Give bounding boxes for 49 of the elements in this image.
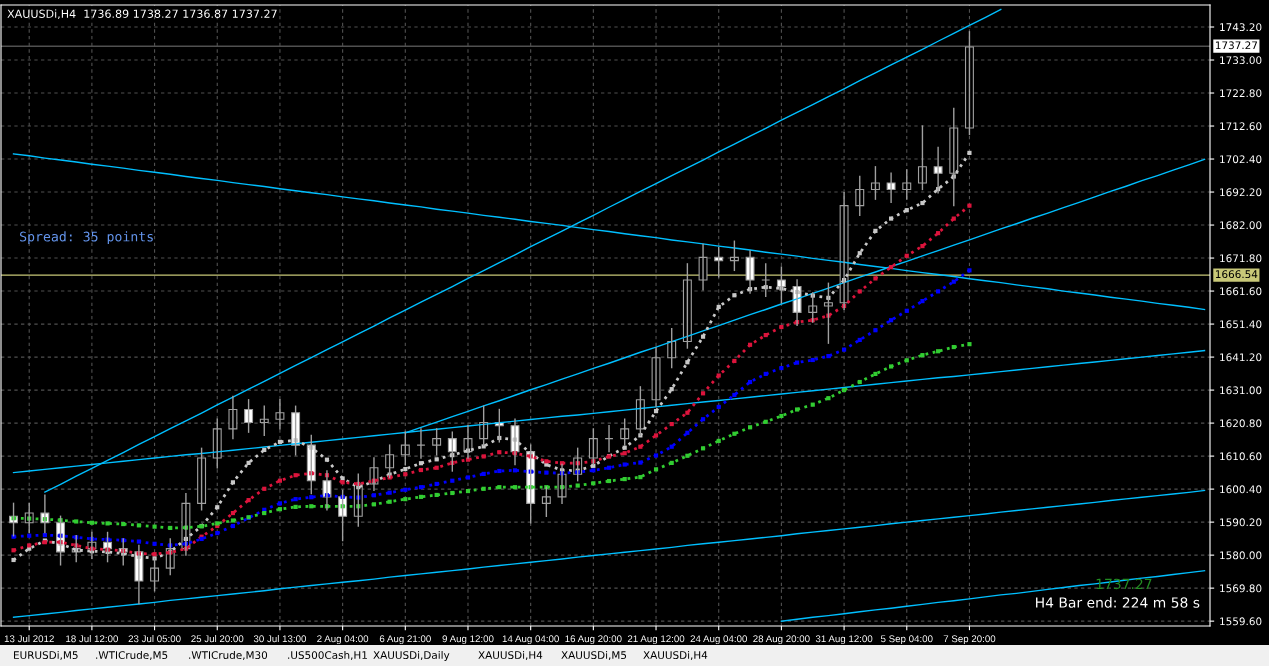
x-tick-label: 6 Aug 21:00 [379,635,431,645]
y-tick-label: 1661.60 [1220,287,1262,296]
y-tick-label: 1641.20 [1220,353,1262,362]
x-tick-label: 30 Jul 13:00 [253,635,307,643]
y-tick-label: 1733.00 [1220,56,1262,65]
text: XAUUSDi,M5 [561,650,627,661]
ref-line-label: 1737.27 [1215,41,1258,50]
x-tick-label: 23 Jul 05:00 [128,635,181,643]
annotation: Spread: 35 points [20,231,153,245]
annotation: 1737.27 [1096,578,1152,590]
x-tick-label: 5 Sep 04:00 [880,635,933,645]
y-tick-label: 1743.20 [1220,23,1262,32]
y-tick-label: 1620.80 [1220,419,1262,428]
x-tick-label: 9 Aug 12:00 [442,635,494,645]
text: .WTICrude,M30 [189,650,268,661]
y-tick-label: 1651.40 [1220,320,1262,329]
x-tick-label: 24 Aug 04:00 [690,635,747,645]
x-tick-label: 7 Sep 20:00 [943,635,996,645]
chart-title: XAUUSDi,H4 1736.89 1738.27 1736.87 1737.27 [7,9,277,20]
ref-line-label: 1666.54 [1215,270,1258,279]
text: EURUSDi,M5 [14,650,78,661]
y-tick-label: 1580.00 [1220,551,1262,560]
text: XAUUSDi,H4 [643,650,708,661]
y-tick-label: 1682.00 [1220,221,1262,230]
x-tick-label: 18 Jul 12:00 [66,635,118,643]
y-tick-label: 1569.80 [1220,584,1262,593]
y-tick-label: 1559.60 [1220,617,1262,626]
x-tick-label: 16 Aug 20:00 [565,635,622,645]
text: .US500Cash,H1 [288,650,367,661]
text: XAUUSDi,H4 [478,650,543,661]
x-tick-label: 13 Jul 2012 [4,635,54,643]
annotation: H4 Bar end: 224 m 58 s [1036,597,1200,608]
y-tick-label: 1692.20 [1220,188,1262,197]
y-tick-label: 1631.00 [1220,386,1262,395]
x-tick-label: 21 Aug 12:00 [627,635,685,645]
x-tick-label: 14 Aug 04:00 [502,635,559,645]
text: XAUUSDi,Daily [373,650,450,662]
y-tick-label: 1610.60 [1220,452,1262,461]
y-tick-label: 1600.40 [1220,485,1262,494]
x-tick-label: 2 Aug 04:00 [317,635,369,645]
y-tick-label: 1671.80 [1220,254,1262,263]
y-tick-label: 1712.60 [1220,122,1262,131]
x-tick-label: 28 Aug 20:00 [753,635,810,645]
y-tick-label: 1702.40 [1220,155,1262,164]
x-tick-label: 31 Aug 12:00 [815,635,873,645]
y-tick-label: 1722.80 [1220,89,1262,98]
text: .WTICrude,M5 [96,650,168,661]
x-tick-label: 25 Jul 20:00 [191,635,244,643]
y-tick-label: 1590.20 [1220,518,1262,527]
